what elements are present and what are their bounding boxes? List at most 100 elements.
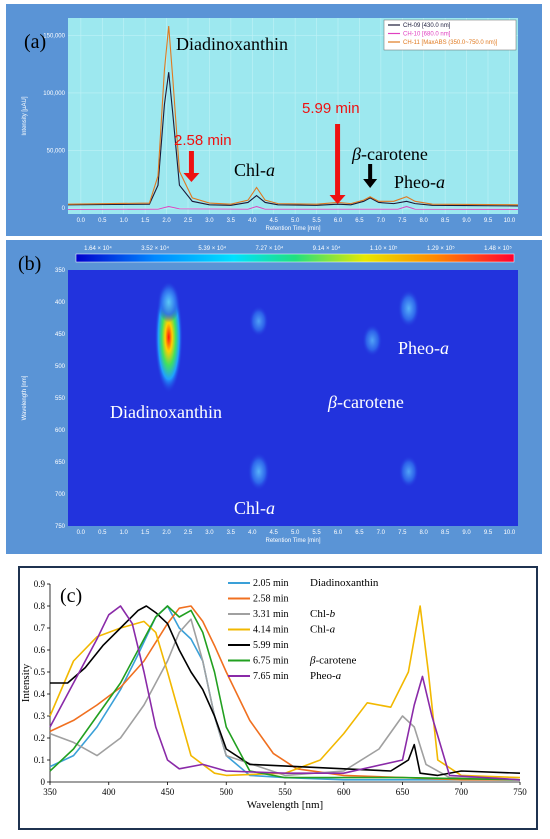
x-tick-label: 8.5 [441,218,450,224]
chromatogram-chart: 0.0 0.5 1.0 1.5 2.0 2.5 3.0 3.5 4.0 4.5 5.0 5.5 6.0 6… [22,18,519,232]
x-tick-label: 5.0 [291,530,300,536]
arrow-2-58-min [183,151,200,182]
annotation-diadinoxanthin-main: Diadinoxanthin [176,34,288,54]
arrow-2-58-min-shaft [188,151,194,174]
annotation-beta-carotene-main: carotene [343,392,404,412]
x-tick-label: 1.0 [120,530,129,536]
annotation-chl-a-main: Chl- [234,160,266,180]
heatmap-spot-7 [398,455,419,488]
y-tick-label: 100,000 [43,91,65,97]
x-axis-label: Wavelength [nm] [247,799,323,811]
legend-item-label: CH-09 [430.0 nm] [403,23,451,29]
x-tick-label: 5.0 [291,218,300,224]
x-tick-label: 6.0 [334,218,343,224]
arrow-beta-carotene-head [363,179,378,188]
x-tick-label: 2.0 [162,530,171,536]
x-tick-label: 6.5 [355,530,364,536]
annotation-chl-a-suffix: a [266,498,275,518]
legend-item-time: 2.05 min [253,578,289,589]
x-tick-label: 4.5 [270,218,279,224]
annotation-pheo-a-main: Pheo- [398,338,440,358]
y-tick-label: 0.9 [34,579,46,589]
x-tick-label: 6.0 [334,530,343,536]
y-tick-label: 700 [55,492,66,498]
heatmap-spot-3 [248,305,269,337]
legend-item-compound: β-carotene [309,655,357,667]
y-tick-label: 450 [55,332,66,338]
arrow-5-99-min-head [329,195,346,204]
x-tick-label: 0.0 [77,530,86,536]
x-tick-label: 350 [43,787,57,797]
legend-item-time: 6.75 min [253,656,289,667]
x-tick-label: 9.0 [462,218,471,224]
y-tick-label: 0.6 [34,645,46,655]
x-tick-label: 3.0 [205,218,214,224]
annotation-beta-carotene-prefix: β- [327,392,343,412]
y-tick-label: 600 [55,428,66,434]
panel-label-b: (b) [18,253,41,275]
colorbar-label: 1.10 × 10⁵ [370,245,398,252]
x-tick-label: 400 [102,787,116,797]
x-tick-label: 4.0 [248,218,257,224]
x-tick-label: 6.5 [355,218,364,224]
annotation-beta-carotene-main: carotene [367,144,428,164]
annotation-5-99-min: 5.99 min [302,100,360,117]
spectra-chart: 350 400 450 500 550 600 650 700 750 0 0.1 0.2 0.3 0.4… [20,577,527,811]
legend: 2.05 min Diadinoxanthin 2.58 min 3.31 min Ch… [228,577,379,682]
panel-label-a: (a) [24,31,46,53]
y-axis-label: Intensity [µAU] [22,96,28,135]
legend-item-time: 3.31 min [253,609,289,620]
y-tick-label: 0.8 [34,601,46,611]
x-tick-label: 9.5 [484,218,493,224]
arrow-beta-carotene [363,164,378,188]
chart-panel-b: 1.64 × 10⁴ 3.52 × 10⁴ 5.39 × 10⁴ 7.27 × 10⁴… [6,240,542,554]
y-tick-label: 750 [55,524,66,530]
annotation-beta-carotene: β-carotene [327,392,404,412]
legend-compound-main: carotene [319,655,356,667]
annotation-pheo-a-main: Pheo- [394,172,436,192]
x-tick-label: 8.5 [441,530,450,536]
series-line-2 [49,605,520,781]
y-tick-label: 550 [55,396,66,402]
y-tick-label: 350 [55,268,66,274]
arrow-beta-carotene-shaft [368,164,373,180]
x-tick-label: 2.5 [184,218,193,224]
heatmap-spot-6 [397,289,420,328]
annotation-diadinoxanthin: Diadinoxanthin [176,34,288,54]
x-tick-label: 750 [513,787,527,797]
colorbar-label: 1.29 × 10⁵ [427,245,455,252]
colorbar-label: 1.64 × 10⁴ [84,245,112,252]
x-tick-label: 650 [396,787,410,797]
x-tick-label: 2.5 [184,530,193,536]
annotation-chl-a-main: Chl- [234,498,266,518]
colorbar-label: 7.27 × 10⁴ [256,245,284,252]
y-axis-label: Wavelength [nm] [22,375,28,420]
legend-item-time: 4.14 min [253,625,289,636]
x-tick-label: 9.5 [484,530,493,536]
annotation-chl-a-suffix: a [266,160,275,180]
x-tick-label: 10.0 [504,218,516,224]
series-line-7 [49,605,521,781]
y-tick-label: 0.5 [34,667,46,677]
y-tick-label: 0 [41,777,46,787]
series-line-3 [67,26,519,206]
y-tick-label: 400 [55,300,66,306]
series-line-1 [49,605,520,781]
colorbar-label: 5.39 × 10⁴ [198,245,226,252]
x-tick-label: 450 [161,787,175,797]
chart-panel-c: 350 400 450 500 550 600 650 700 750 0 0.1 0.2 0.3 0.4… [18,566,538,830]
y-tick-label: 50,000 [47,149,66,155]
legend-compound-main: Pheo- [310,670,336,682]
x-tick-label: 2.0 [162,218,171,224]
annotation-beta-carotene: β-carotene [351,144,428,164]
series-line-6 [49,605,521,781]
legend-item-label: CH-10 [680.0 nm] [403,32,451,38]
colorbar-label: 3.52 × 10⁴ [141,245,169,252]
x-tick-label: 0.0 [77,218,86,224]
legend-compound-suffix: a [330,624,336,636]
annotation-diadinoxanthin-main: Diadinoxanthin [110,402,222,422]
legend-compound-main: Chl- [310,608,330,620]
legend-item-compound: Pheo-a [310,670,342,682]
y-tick-label: 0.3 [34,711,46,721]
legend-item-compound: Diadinoxanthin [310,577,379,589]
